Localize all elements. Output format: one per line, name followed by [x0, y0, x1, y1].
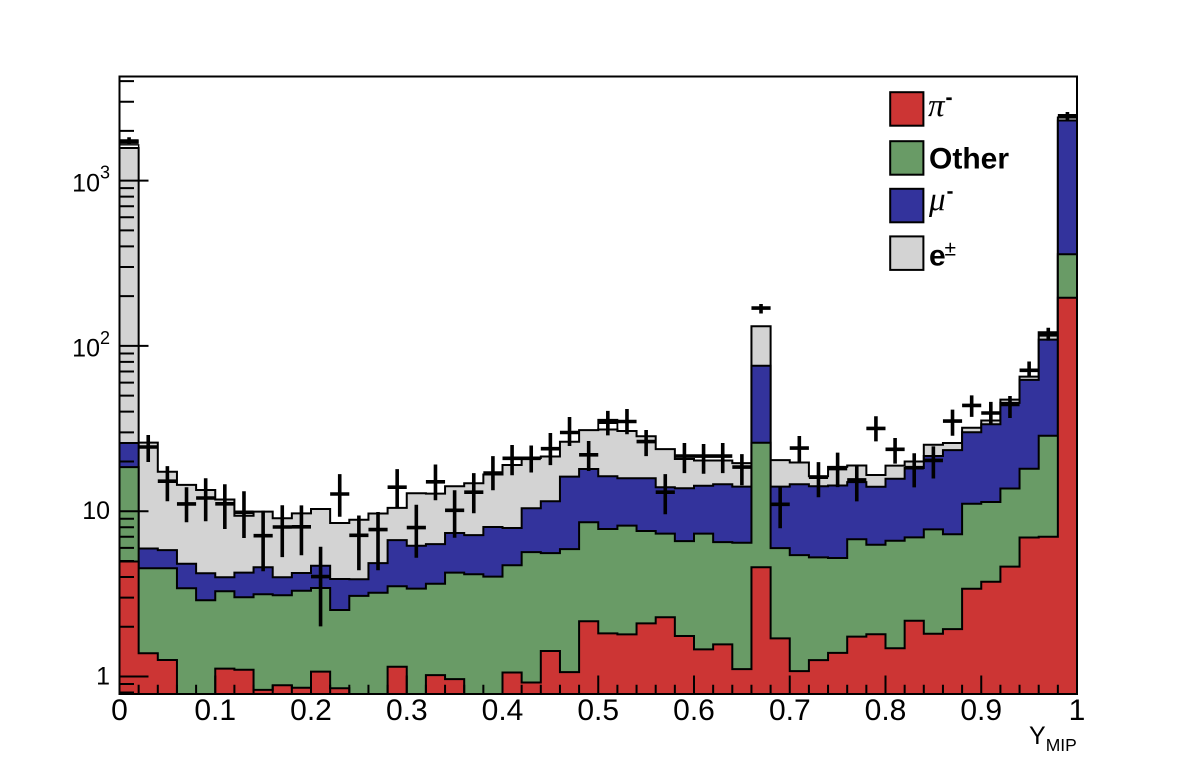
svg-text:0.8: 0.8	[865, 694, 907, 727]
svg-text:π: π	[928, 88, 946, 124]
svg-text:e: e	[929, 240, 946, 273]
svg-text:102: 102	[72, 328, 110, 363]
svg-text:0.2: 0.2	[290, 694, 332, 727]
svg-text:10: 10	[82, 497, 110, 525]
svg-text:0.6: 0.6	[673, 694, 715, 727]
svg-text:0.9: 0.9	[960, 694, 1002, 727]
svg-text:1: 1	[1069, 694, 1086, 727]
svg-text:0.1: 0.1	[194, 694, 236, 727]
svg-text:0: 0	[111, 694, 128, 727]
svg-text:0.4: 0.4	[482, 694, 524, 727]
svg-text:μ: μ	[928, 182, 946, 218]
svg-text:±: ±	[945, 237, 957, 260]
svg-text:0.7: 0.7	[769, 694, 811, 727]
svg-text:0.3: 0.3	[386, 694, 428, 727]
svg-text:0.5: 0.5	[577, 694, 619, 727]
svg-text:Other: Other	[929, 142, 1009, 175]
svg-text:1: 1	[96, 662, 110, 690]
